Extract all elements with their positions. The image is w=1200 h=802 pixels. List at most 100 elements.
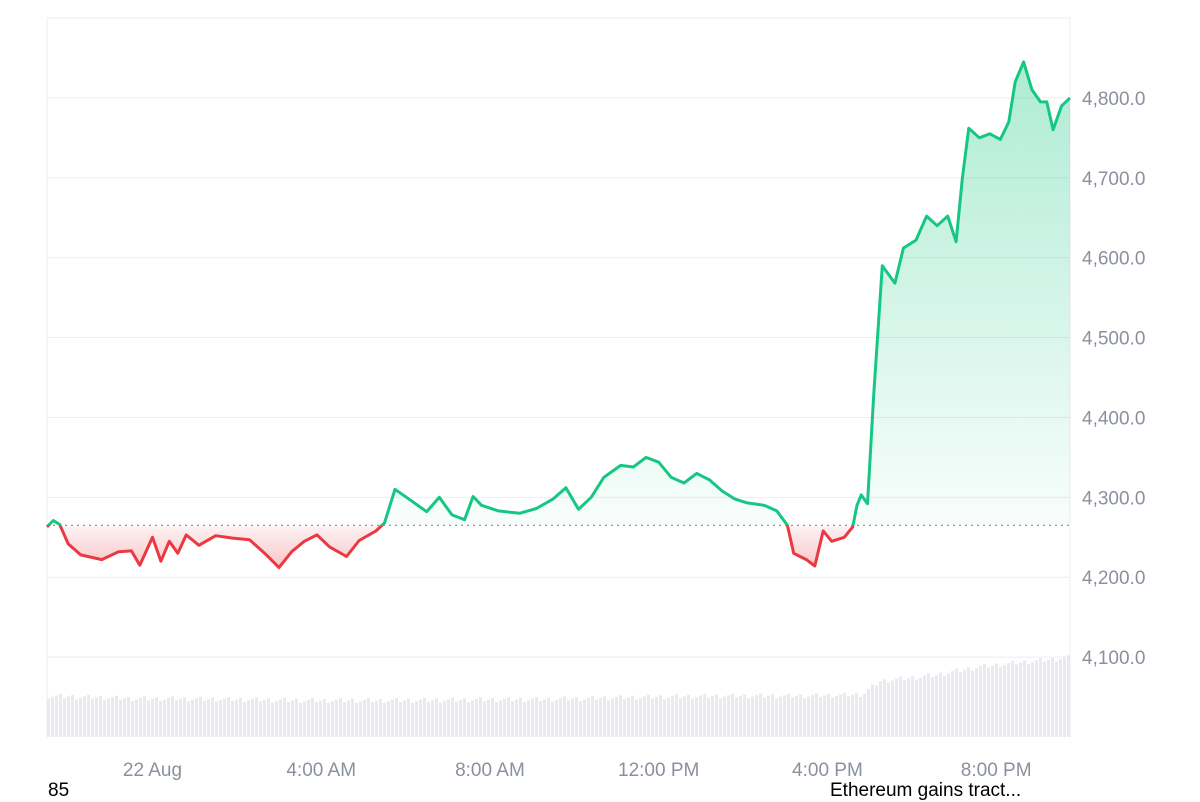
volume-bar (171, 696, 174, 737)
volume-bar (487, 699, 490, 737)
volume-bar (231, 701, 234, 737)
volume-bar (395, 698, 398, 737)
x-tick-label: 8:00 PM (961, 760, 1032, 781)
y-axis-ticks: 4,100.0 4,200.0 4,300.0 4,400.0 4,500.0 4,600… (1082, 89, 1145, 669)
volume-bar (59, 693, 62, 737)
volume-bar (331, 701, 334, 737)
area-fill-up (48, 61, 1070, 526)
volume-bar (335, 699, 338, 737)
volume-bar (275, 700, 278, 737)
volume-bar (751, 696, 754, 737)
volume-bar (119, 699, 122, 737)
volume-bar (723, 696, 726, 737)
price-area-fill (47, 61, 1070, 568)
volume-bar (587, 697, 590, 737)
volume-bar (855, 693, 858, 737)
volume-bar (295, 698, 298, 737)
volume-bar (991, 665, 994, 737)
volume-bar (1035, 660, 1038, 737)
volume-bar (351, 698, 354, 737)
y-tick-label: 4,400.0 (1082, 408, 1145, 429)
volume-bar (219, 700, 222, 737)
volume-bar (719, 698, 722, 737)
volume-bar (687, 694, 690, 737)
volume-bar (743, 694, 746, 737)
volume-bar (899, 676, 902, 737)
volume-bar (423, 697, 426, 737)
volume-bar (615, 696, 618, 737)
volume-bar (211, 697, 214, 737)
volume-bar (851, 694, 854, 737)
volume-bar (203, 700, 206, 737)
volume-bar (87, 694, 90, 737)
volume-bar (139, 697, 142, 737)
volume-bar (823, 695, 826, 737)
volume-bar (291, 700, 294, 737)
volume-bar (939, 672, 942, 737)
volume-bar (127, 696, 130, 737)
volume-bar (975, 668, 978, 737)
price-line-up (46, 60, 1072, 526)
y-tick-label: 4,600.0 (1082, 249, 1145, 270)
volume-bar (1023, 660, 1026, 737)
volume-bar (867, 689, 870, 737)
volume-bar (523, 701, 526, 737)
volume-bar (643, 696, 646, 737)
volume-bar (915, 679, 918, 737)
volume-bar (791, 697, 794, 737)
y-tick-label: 4,500.0 (1082, 329, 1145, 350)
volume-bar (755, 695, 758, 737)
volume-bar (955, 668, 958, 737)
volume-bar (339, 698, 342, 737)
volume-bar (387, 701, 390, 737)
volume-bar (655, 696, 658, 737)
volume-bar (843, 692, 846, 737)
volume-bar (367, 698, 370, 737)
volume-bar (263, 699, 266, 737)
volume-bar (559, 698, 562, 737)
volume-bar (1011, 661, 1014, 737)
volume-bar (383, 702, 386, 737)
volume-bar (827, 693, 830, 737)
volume-bar (355, 702, 358, 737)
volume-bar (67, 696, 70, 737)
volume-bar (907, 678, 910, 737)
volume-bar (951, 671, 954, 737)
volume-bar (815, 693, 818, 737)
volume-bar (411, 702, 414, 737)
volume-bars (47, 655, 1070, 737)
volume-bar (391, 699, 394, 737)
volume-bar (671, 695, 674, 737)
volume-bar (271, 702, 274, 737)
volume-bar (911, 676, 914, 737)
volume-bar (675, 694, 678, 737)
volume-bar (255, 697, 258, 737)
volume-bar (699, 695, 702, 737)
price-line[interactable] (45, 60, 1072, 570)
volume-bar (83, 696, 86, 737)
news-headline-link[interactable]: Ethereum gains tract... (830, 780, 1022, 801)
volume-bar (831, 697, 834, 737)
volume-bar (895, 678, 898, 737)
x-axis-ticks: 22 Aug 4:00 AM 8:00 AM 12:00 PM 4:00 PM 8:00 … (123, 760, 1032, 781)
volume-bar (375, 700, 378, 737)
volume-bar (307, 699, 310, 737)
volume-bar (471, 700, 474, 737)
volume-bar (647, 694, 650, 737)
x-tick-label: 22 Aug (123, 760, 182, 781)
volume-bar (863, 693, 866, 737)
volume-bar (467, 702, 470, 737)
volume-bar (319, 700, 322, 737)
volume-bar (531, 698, 534, 737)
volume-bar (359, 701, 362, 737)
volume-bar (75, 699, 78, 737)
volume-bar (519, 697, 522, 737)
volume-bar (759, 693, 762, 737)
y-tick-label: 4,800.0 (1082, 89, 1145, 110)
volume-bar (715, 694, 718, 737)
volume-bar (151, 698, 154, 737)
volume-bar (631, 695, 634, 737)
volume-bar (639, 697, 642, 737)
volume-bar (47, 698, 50, 737)
